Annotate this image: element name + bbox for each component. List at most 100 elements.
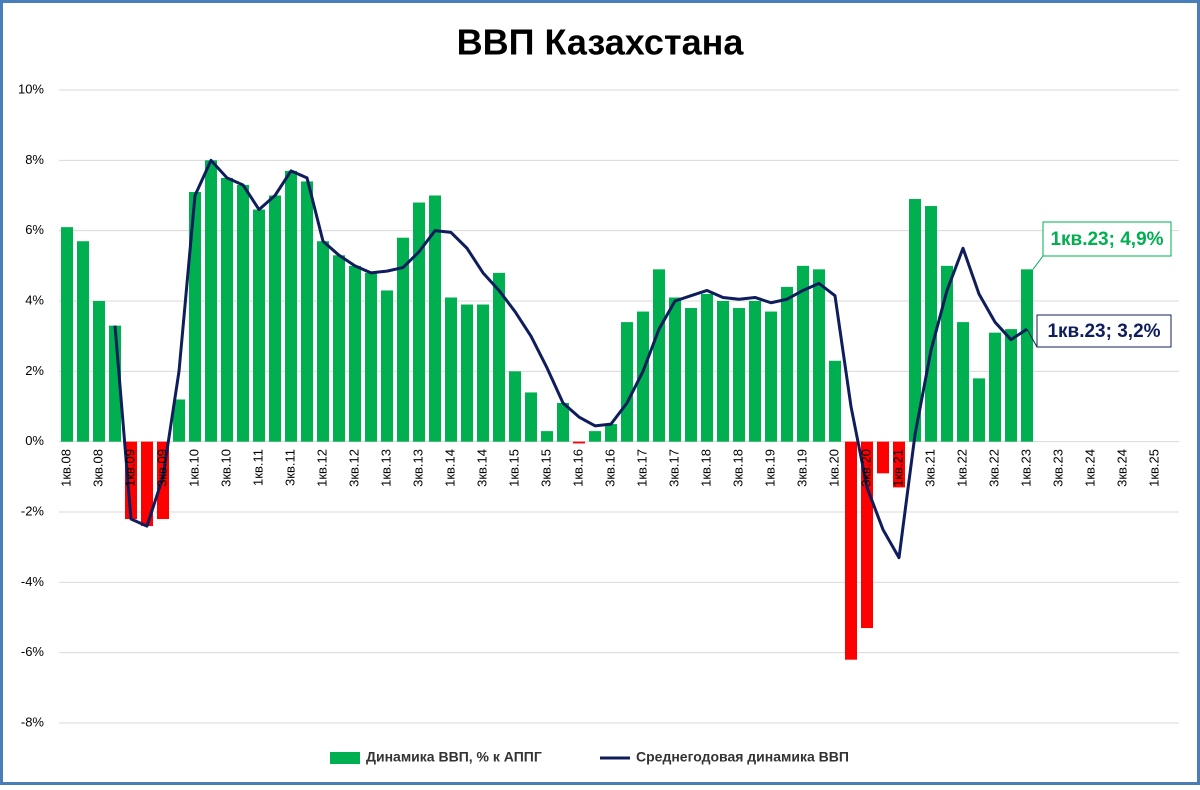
x-tick-label: 3кв.08: [90, 449, 105, 487]
y-tick-label: 4%: [25, 292, 44, 307]
bar: [829, 360, 841, 442]
x-tick-label: 3кв.10: [218, 449, 233, 487]
bar: [461, 304, 473, 442]
x-tick-label: 3кв.23: [1050, 449, 1065, 487]
x-tick-label: 3кв.15: [538, 449, 553, 487]
bar: [349, 265, 361, 442]
bar: [285, 170, 297, 442]
bar: [429, 195, 441, 442]
x-tick-label: 3кв.11: [282, 449, 297, 486]
y-tick-label: -8%: [21, 714, 45, 729]
chart-title: ВВП Казахстана: [457, 22, 745, 63]
bar: [237, 184, 249, 442]
x-tick-label: 1кв.13: [378, 449, 393, 487]
bar: [205, 160, 217, 442]
bar: [269, 195, 281, 442]
bar: [957, 322, 969, 442]
x-tick-label: 3кв.24: [1114, 449, 1129, 487]
bar: [253, 209, 265, 442]
bar: [317, 241, 329, 442]
bar: [397, 237, 409, 442]
bar: [845, 441, 857, 660]
bar: [765, 311, 777, 442]
line: [113, 158, 1028, 560]
x-tick-label: 1кв.18: [698, 449, 713, 487]
x-tick-label: 1кв.08: [58, 449, 73, 487]
bar: [189, 191, 201, 442]
bar: [477, 304, 489, 442]
bar: [557, 402, 569, 442]
bar: [877, 441, 889, 474]
bar: [61, 227, 73, 442]
bar: [1005, 329, 1017, 442]
annotation-leader: [1026, 328, 1038, 348]
x-tick-label: 3кв.16: [602, 449, 617, 487]
x-tick-label: 1кв.16: [570, 449, 585, 487]
bar: [445, 297, 457, 442]
x-tick-label: 1кв.14: [442, 449, 457, 487]
bar: [525, 392, 537, 442]
x-tick-label: 1кв.20: [826, 449, 841, 487]
x-tick-label: 1кв.17: [634, 449, 649, 487]
annotation-leader: [1032, 255, 1044, 270]
bar: [685, 308, 697, 442]
bar: [573, 441, 585, 444]
annotation-box: [1036, 314, 1172, 348]
y-tick-label: -6%: [21, 644, 45, 659]
bar: [749, 301, 761, 442]
x-tick-label: 3кв.18: [730, 449, 745, 487]
bar: [141, 441, 153, 527]
x-tick-label: 1кв.09: [122, 449, 137, 487]
bar: [989, 332, 1001, 442]
bar: [589, 431, 601, 442]
y-tick-label: -2%: [21, 503, 45, 518]
bar: [941, 265, 953, 442]
x-tick-label: 1кв.23: [1018, 449, 1033, 487]
bar: [509, 371, 521, 442]
y-tick-label: 2%: [25, 363, 44, 378]
annotation: 1кв.23; 4,9%: [1050, 229, 1163, 250]
bar: [653, 269, 665, 442]
legend-label: Среднегодовая динамика ВВП: [636, 749, 849, 765]
bar: [493, 272, 505, 442]
bar: [621, 322, 633, 442]
bar: [77, 241, 89, 442]
bar: [925, 206, 937, 442]
bar: [973, 378, 985, 442]
x-tick-label: 1кв.15: [506, 449, 521, 487]
x-tick-label: 3кв.22: [986, 449, 1001, 487]
annotation-box: [1042, 221, 1172, 257]
bar: [541, 431, 553, 442]
bar: [701, 293, 713, 442]
x-tick-label: 3кв.13: [410, 449, 425, 487]
bar: [717, 301, 729, 442]
x-tick-label: 3кв.14: [474, 449, 489, 487]
y-tick-label: 6%: [25, 222, 44, 237]
bar: [93, 301, 105, 442]
y-tick-label: 0%: [25, 433, 44, 448]
x-tick-label: 1кв.22: [954, 449, 969, 487]
bar: [733, 308, 745, 442]
bar: [893, 441, 905, 488]
annotation: 1кв.23; 3,2%: [1047, 321, 1160, 342]
x-tick-label: 1кв.10: [186, 449, 201, 487]
x-tick-label: 3кв.20: [858, 449, 873, 487]
bar: [221, 177, 233, 442]
bar: [381, 290, 393, 442]
bar: [365, 272, 377, 442]
x-tick-label: 1кв.21: [890, 449, 905, 487]
bar: [669, 297, 681, 442]
bar: [861, 441, 873, 629]
bar: [1021, 269, 1033, 442]
y-tick-label: -4%: [21, 574, 45, 589]
x-tick-label: 3кв.21: [922, 449, 937, 487]
bar: [413, 202, 425, 442]
x-tick-label: 3кв.09: [154, 449, 169, 487]
x-tick-label: 3кв.17: [666, 449, 681, 487]
bar: [813, 269, 825, 442]
bar: [173, 399, 185, 442]
x-tick-label: 1кв.24: [1082, 449, 1097, 487]
x-tick-label: 3кв.19: [794, 449, 809, 487]
